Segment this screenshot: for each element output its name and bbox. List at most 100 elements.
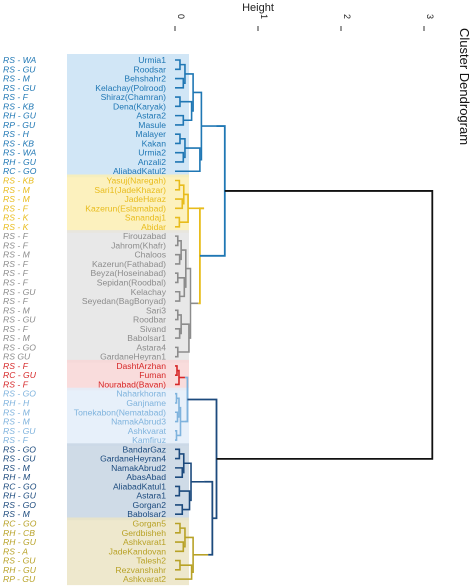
leaf-label: AliabadKatul2: [113, 166, 166, 176]
branch: [179, 193, 189, 224]
region-code: RC - GO: [3, 519, 37, 529]
dendrogram-branches: [175, 59, 434, 580]
leaf-label: JadeKandovan: [109, 546, 167, 556]
height-tick-label-0: 0: [176, 14, 186, 19]
region-code: RC - GO: [3, 166, 37, 176]
leaf-label: GardaneHeyran4: [100, 454, 166, 464]
cluster-band: [67, 230, 189, 363]
leaf-label: Astara1: [136, 491, 166, 501]
region-code: RS - F: [3, 277, 29, 287]
region-code: RS - WA: [3, 148, 37, 158]
region-code: RS - KB: [3, 101, 34, 111]
region-code: RS - GU: [3, 426, 36, 436]
leaf-label: Shiraz(Chamran): [101, 92, 167, 102]
leaf-label: AliabadKatul1: [113, 481, 166, 491]
region-code: RS - K: [3, 222, 30, 232]
leaf-label: Gerdbisheh: [122, 528, 167, 538]
cluster-band: [67, 387, 189, 447]
region-code: RS - M: [3, 305, 31, 315]
region-code: RS - M: [3, 74, 31, 84]
leaf-label: Tonekabon(Nematabad): [74, 407, 166, 417]
leaf-label: Abidar: [141, 222, 166, 232]
height-tick-label-2: 2: [342, 14, 352, 19]
region-code: RS - M: [3, 194, 31, 204]
leaf-label: Malayer: [135, 129, 166, 139]
leaf-label: Astara4: [136, 342, 166, 352]
leaf-label: Ganjname: [126, 398, 166, 408]
leaf-label: Yasuj(Naregah): [106, 176, 166, 186]
region-code: RH - GU: [3, 565, 37, 575]
region-code: RS - GU: [3, 64, 36, 74]
leaf-label: Babolsar2: [127, 509, 166, 519]
merge-branch: [204, 480, 214, 556]
leaf-label: DashtArzhan: [116, 361, 166, 371]
region-code: RS - M: [3, 250, 31, 260]
region-code: RS - F: [3, 240, 29, 250]
leaf-label: Sanandaj1: [125, 213, 166, 223]
region-code: RS - F: [3, 435, 29, 445]
region-code: RS - GO: [3, 444, 36, 454]
region-code: RP - GU: [3, 120, 36, 130]
branch: [175, 198, 184, 210]
leaf-labels: Urmia1RoodsarBehshahr2Kelachay(Polrood)S…: [74, 55, 167, 584]
leaf-label: Kelachay(Polrood): [95, 83, 166, 93]
branch: [175, 504, 184, 516]
leaf-label: Ashkvarat2: [123, 574, 166, 584]
leaf-label: Urmia1: [138, 55, 166, 65]
leaf-label: Urmia2: [138, 148, 166, 158]
region-code: RS - GU: [3, 287, 36, 297]
region-code: RS - F: [3, 268, 29, 278]
leaf-label: Astara2: [136, 111, 166, 121]
leaf-label: Jahrom(Khafr): [111, 240, 166, 250]
region-code: RS - GU: [3, 315, 36, 325]
leaf-label: Kelachay: [131, 287, 167, 297]
region-code: RS - F: [3, 296, 29, 306]
region-code: RH - GU: [3, 491, 37, 501]
region-code: RS - M: [3, 185, 31, 195]
leaf-label: JadeHaraz: [124, 194, 166, 204]
leaf-label: Sari3: [146, 305, 166, 315]
region-code: RC - GU: [3, 370, 37, 380]
leaf-label: Roodsar: [134, 64, 167, 74]
leaf-label: AbasAbad: [126, 472, 166, 482]
region-code: RS - GO: [3, 500, 36, 510]
merge-branch: [216, 190, 434, 460]
leaf-label: Firouzabad: [123, 231, 166, 241]
leaf-label: Gorgan2: [133, 500, 167, 510]
region-code: RS - F: [3, 92, 29, 102]
cluster-bands: [67, 54, 189, 586]
region-code: RC - GO: [3, 481, 37, 491]
region-code: RS - KB: [3, 138, 34, 148]
region-code: RH - CB: [3, 528, 35, 538]
leaf-label: BandarGaz: [123, 444, 166, 454]
branch: [175, 179, 181, 191]
leaf-label: NamakAbrud3: [111, 417, 166, 427]
region-code: RH - M: [3, 472, 31, 482]
leaf-label: Kazerun(Fathabad): [92, 259, 166, 269]
leaf-label: Sepidan(Roodbal): [97, 277, 166, 287]
leaf-label: Kazerun(Eslamabad): [85, 203, 166, 213]
region-code: RS - A: [3, 546, 28, 556]
leaf-label: Masule: [138, 120, 166, 130]
region-code: RS - WA: [3, 55, 37, 65]
leaf-label: Chaloos: [134, 250, 166, 260]
leaf-label: Roodbar: [133, 315, 166, 325]
leaf-label: Sivand: [140, 324, 166, 334]
leaf-label: Nourabad(Bavan): [98, 379, 166, 389]
height-axis: 0 1 2 3: [174, 14, 435, 31]
cluster-band: [67, 443, 189, 521]
region-code: RP - GU: [3, 574, 36, 584]
region-code: RS - M: [3, 407, 31, 417]
region-code: RS - F: [3, 361, 29, 371]
height-tick-label-3: 3: [425, 14, 435, 19]
leaf-label: Anzali2: [138, 157, 166, 167]
leaf-label: Naharkhoran: [116, 389, 166, 399]
leaf-label: Babolsar1: [127, 333, 166, 343]
leaf-label: Kamfiruz: [132, 435, 166, 445]
region-code: RS - M: [3, 463, 31, 473]
region-code: RS GU: [3, 352, 31, 362]
leaf-label: Ashkvarat1: [123, 537, 166, 547]
branch: [175, 216, 181, 228]
region-code: RS - F: [3, 203, 29, 213]
